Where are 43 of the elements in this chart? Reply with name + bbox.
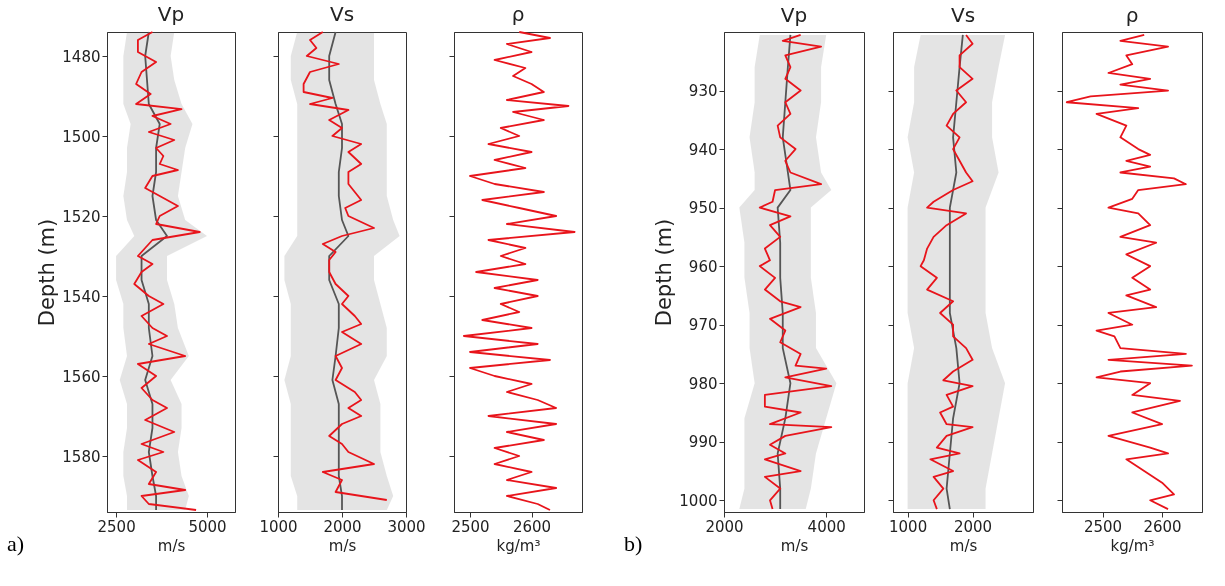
x-tick-label: 2500 — [1083, 517, 1123, 536]
y-tick-label: 1480 — [62, 47, 101, 66]
x-axis-title: m/s — [328, 536, 357, 555]
y-tick-label: 970 — [688, 316, 718, 335]
x-axis-title: kg/m³ — [1110, 536, 1155, 555]
y-axis-title: Depth (m) — [35, 218, 60, 327]
y-tick-label: 950 — [688, 199, 718, 218]
chart-title: ρ — [1125, 3, 1139, 27]
chart-title: Vp — [157, 2, 185, 27]
y-tick-label: 1560 — [62, 367, 101, 386]
x-axis-title: m/s — [157, 536, 186, 555]
chart-title: Vs — [950, 3, 976, 27]
chart-title: ρ — [511, 2, 525, 27]
x-tick-label: 2600 — [1143, 517, 1182, 536]
y-tick-label: 940 — [688, 140, 718, 159]
x-tick-label: 5000 — [188, 517, 227, 536]
x-tick-label: 2600 — [512, 517, 552, 536]
x-tick-label: 1000 — [259, 517, 298, 536]
x-axis-title: m/s — [780, 536, 809, 555]
x-tick-label: 3000 — [387, 517, 426, 536]
chart-title: Vp — [780, 3, 808, 27]
x-tick-label: 4000 — [807, 517, 846, 536]
y-tick-label: 1500 — [62, 127, 101, 146]
y-tick-label: 1000 — [679, 491, 718, 510]
y-tick-label: 960 — [688, 257, 718, 276]
x-axis-title: kg/m³ — [496, 536, 541, 555]
y-tick-label: 1520 — [62, 207, 101, 226]
x-tick-label: 2500 — [97, 517, 136, 536]
x-tick-label: 2000 — [953, 517, 993, 536]
y-tick-label: 1540 — [62, 287, 101, 306]
y-tick-label: 1580 — [62, 447, 101, 466]
x-tick-label: 2000 — [705, 517, 744, 536]
x-axis-title: m/s — [949, 536, 978, 555]
text: a) — [7, 531, 25, 556]
chart-title: Vs — [329, 2, 355, 27]
y-tick-label: 990 — [688, 433, 718, 452]
y-axis-title: Depth (m) — [652, 218, 677, 327]
text: b) — [624, 531, 643, 556]
x-tick-label: 1000 — [889, 517, 928, 536]
x-tick-label: 2500 — [451, 517, 490, 536]
y-tick-label: 980 — [688, 374, 718, 393]
y-tick-label: 930 — [688, 82, 718, 101]
x-tick-label: 2000 — [323, 517, 362, 536]
